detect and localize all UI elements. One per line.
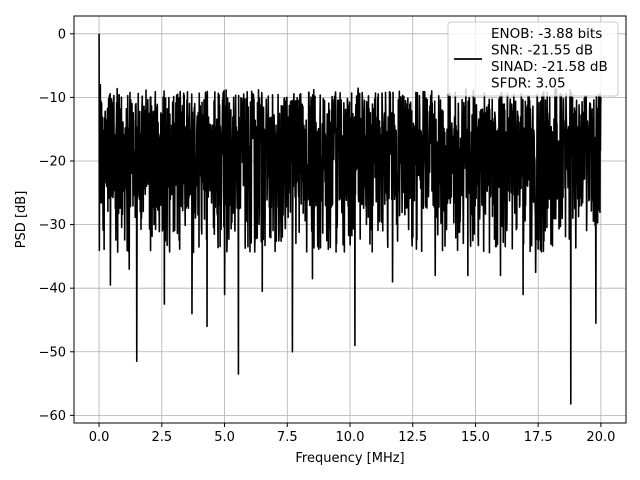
x-tick-label: 2.5	[151, 430, 172, 445]
x-tick-label: 15.0	[461, 430, 490, 445]
legend: ENOB: -3.88 bits SNR: -21.55 dB SINAD: -…	[447, 21, 619, 97]
y-tick-label: −20	[39, 154, 66, 169]
y-axis-label: PSD [dB]	[14, 191, 29, 249]
psd-series-line	[98, 33, 602, 405]
x-tick-label: 0.0	[89, 430, 110, 445]
legend-box	[447, 21, 619, 97]
x-tick-label: 17.5	[524, 430, 553, 445]
x-tick-label: 20.0	[586, 430, 615, 445]
y-tick-label: −40	[39, 282, 66, 297]
x-tick-label: 7.5	[277, 430, 298, 445]
y-axis: 0 −10 −20 −30 −40 −50 −60	[39, 27, 74, 424]
x-tick-label: 12.5	[398, 430, 427, 445]
y-tick-label: −30	[39, 218, 66, 233]
x-axis-label: Frequency [MHz]	[295, 451, 404, 466]
legend-enob-text: ENOB: -3.88 bits	[491, 26, 602, 42]
legend-sfdr-text: SFDR: 3.05	[491, 76, 566, 92]
y-tick-label: −50	[39, 345, 66, 360]
x-tick-label: 10.0	[336, 430, 365, 445]
y-tick-label: 0	[58, 27, 66, 42]
series-layer	[98, 33, 602, 405]
x-tick-label: 5.0	[214, 430, 235, 445]
x-axis: 0.0 2.5 5.0 7.5 10.0 12.5 15.0 17.5 20.0	[89, 423, 615, 445]
legend-snr-text: SNR: -21.55 dB	[491, 43, 593, 59]
y-tick-label: −10	[39, 91, 66, 106]
legend-sinad-text: SINAD: -21.58 dB	[491, 59, 608, 75]
y-tick-label: −60	[39, 409, 66, 424]
